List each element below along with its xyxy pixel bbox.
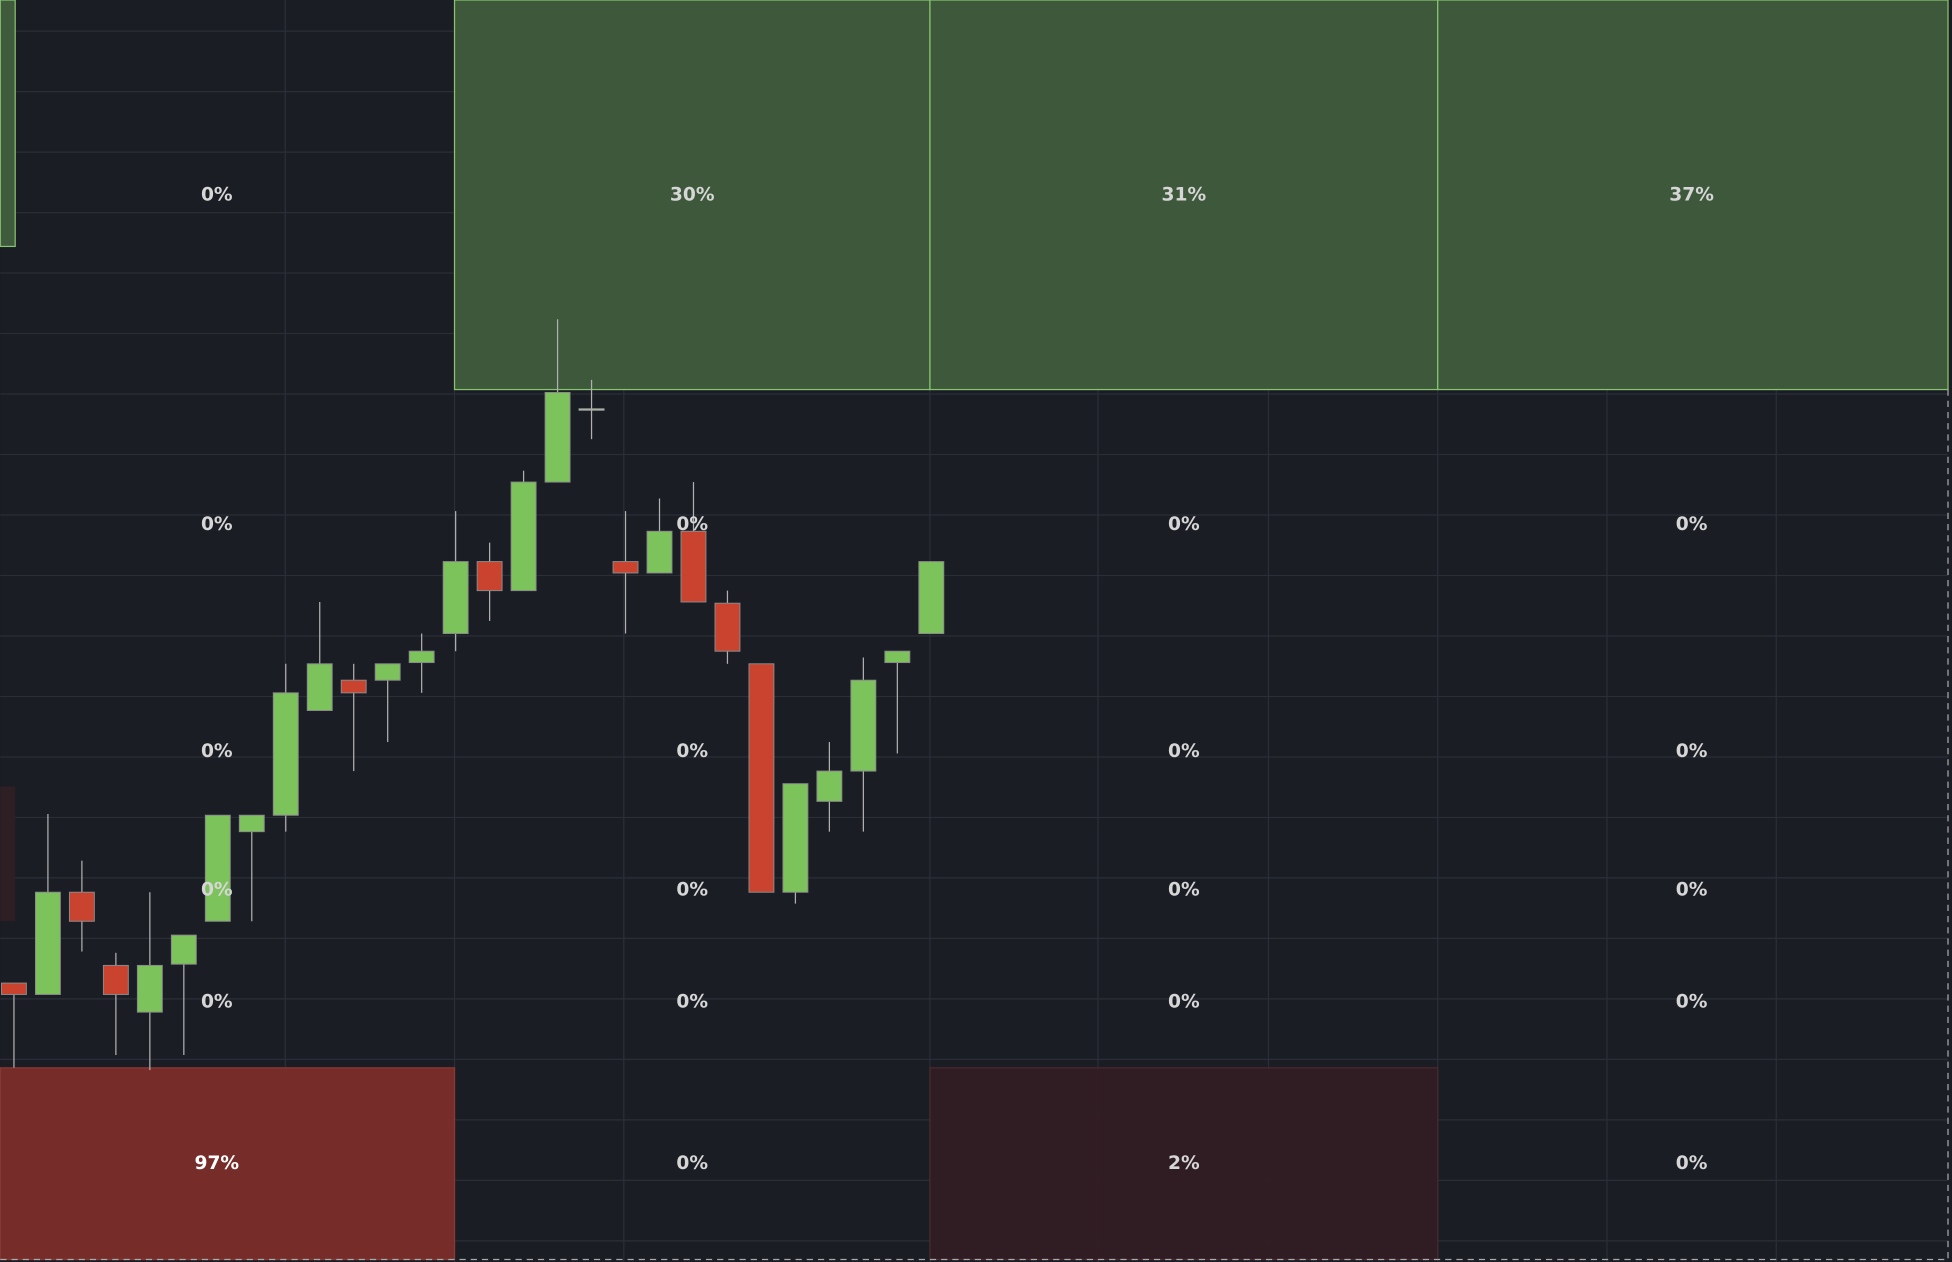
candle-body bbox=[510, 481, 537, 592]
cell bbox=[929, 1067, 1439, 1261]
probability-label: 0% bbox=[676, 879, 708, 900]
probability-label: 0% bbox=[1676, 991, 1708, 1012]
probability-label: 0% bbox=[1676, 514, 1708, 535]
candle-body bbox=[102, 964, 129, 995]
candle-body bbox=[918, 561, 945, 635]
candle-body bbox=[306, 663, 333, 712]
probability-label: 37% bbox=[1669, 184, 1714, 205]
candle-body bbox=[340, 679, 367, 694]
candle-body bbox=[782, 783, 809, 893]
candle-body bbox=[34, 891, 61, 995]
probability-labels: 0% 30% 31% 37% 0% 0% 0% 0% 0% 0% 0% 0% 0% 0% 0% 0% 0% 0% 0… bbox=[194, 184, 1714, 1174]
probability-label: 97% bbox=[194, 1153, 239, 1174]
candle-body bbox=[816, 770, 843, 802]
probability-label: 0% bbox=[1676, 1153, 1708, 1174]
candle-body bbox=[646, 530, 673, 574]
cell bbox=[453, 0, 931, 391]
probability-label: 0% bbox=[201, 991, 233, 1012]
probability-label: 0% bbox=[676, 991, 708, 1012]
candle-body bbox=[612, 561, 639, 574]
candle-body bbox=[408, 650, 435, 664]
probability-label: 0% bbox=[1676, 879, 1708, 900]
probability-label: 0% bbox=[676, 514, 708, 535]
candle-body bbox=[272, 692, 299, 816]
probability-label: 0% bbox=[1168, 991, 1200, 1012]
candle-body bbox=[850, 679, 877, 772]
probability-label: 0% bbox=[201, 741, 233, 762]
candle-body bbox=[884, 650, 911, 664]
cell bbox=[1437, 0, 1949, 391]
cell bbox=[929, 0, 1439, 391]
probability-label: 0% bbox=[1168, 741, 1200, 762]
probability-label: 2% bbox=[1168, 1153, 1200, 1174]
probability-label: 0% bbox=[201, 514, 233, 535]
candle-body bbox=[0, 982, 27, 995]
cell bbox=[0, 1067, 456, 1261]
probability-label: 0% bbox=[201, 879, 233, 900]
candle-body bbox=[374, 663, 401, 681]
probability-label: 0% bbox=[201, 184, 233, 205]
candle-body bbox=[442, 561, 469, 635]
candle-body bbox=[238, 814, 265, 833]
candle-body bbox=[170, 934, 197, 965]
probability-label: 0% bbox=[1168, 879, 1200, 900]
candle-body bbox=[544, 391, 571, 483]
candle-body bbox=[136, 964, 163, 1013]
candle-body bbox=[578, 408, 605, 411]
candle-body bbox=[714, 602, 741, 652]
candle-body bbox=[748, 663, 775, 893]
probability-label: 31% bbox=[1162, 184, 1207, 205]
candles bbox=[0, 319, 945, 1071]
candle-body bbox=[204, 814, 231, 922]
probability-label: 30% bbox=[670, 184, 715, 205]
probability-label: 0% bbox=[676, 741, 708, 762]
probability-label: 0% bbox=[1676, 741, 1708, 762]
edge-cell bbox=[0, 786, 16, 921]
probability-label: 0% bbox=[676, 1153, 708, 1174]
candle-body bbox=[476, 561, 503, 592]
probability-label: 0% bbox=[1168, 514, 1200, 535]
candle-body bbox=[680, 530, 707, 603]
edge-cell bbox=[0, 0, 16, 248]
candle-body bbox=[68, 891, 95, 922]
